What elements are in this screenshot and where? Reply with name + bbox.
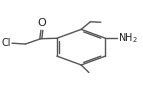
Text: Cl: Cl bbox=[2, 38, 11, 48]
Text: O: O bbox=[37, 18, 46, 28]
Text: NH$_2$: NH$_2$ bbox=[118, 31, 138, 45]
